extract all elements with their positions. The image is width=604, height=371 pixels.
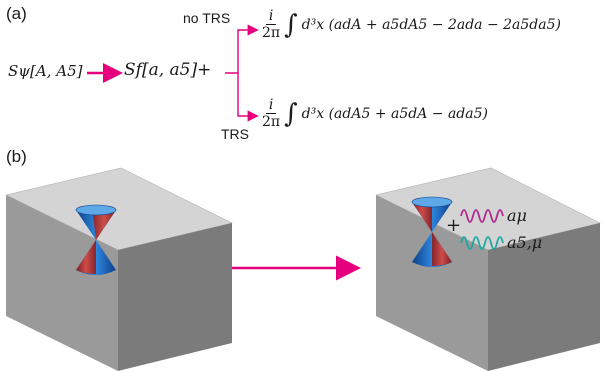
branch-arrow-trs — [237, 73, 259, 122]
formula-trs: i 2π ∫ d³x (adA5 + a5dA − ada5) — [262, 97, 488, 130]
panel-b-illustration: + aμ a5,μ — [5, 167, 601, 371]
panel-a-label: (a) — [6, 4, 27, 23]
dirac-cone-left — [75, 204, 117, 275]
action-s-psi: Sψ[A, A5] — [8, 62, 83, 80]
integral-sign: ∫ — [284, 98, 298, 129]
plus-sign: + — [446, 215, 461, 236]
no-trs-label: no TRS — [183, 10, 231, 26]
gauge-field-wave-a — [460, 209, 504, 223]
right-material-box — [375, 167, 601, 371]
fraction-denominator: 2π — [262, 25, 281, 41]
fraction-numerator: i — [265, 97, 277, 114]
fraction-i-2pi: i 2π — [262, 8, 280, 41]
gauge-field-wave-a5 — [460, 236, 504, 250]
box-left-face — [6, 195, 118, 371]
dirac-cone-right — [411, 196, 453, 267]
box-left-face — [376, 195, 488, 371]
panel-a-arrows — [87, 24, 259, 122]
action-s-f: Sf[a, a5]+ — [124, 60, 212, 80]
expression-no-trs: d³x (adA + a5dA5 − 2ada − 2a5da5) — [301, 16, 561, 33]
expression-trs: d³x (adA5 + a5dA − ada5) — [301, 105, 488, 122]
box-right-face — [488, 223, 600, 371]
panel-b-label: (b) — [6, 147, 27, 166]
fraction-denominator: 2π — [262, 114, 281, 130]
fraction-numerator: i — [265, 8, 277, 25]
formula-no-trs: i 2π ∫ d³x (adA + a5dA5 − 2ada − 2a5da5) — [262, 8, 561, 41]
field-label-a5-mu: a5,μ — [507, 233, 542, 252]
branch-arrow-no-trs — [225, 24, 259, 74]
field-label-a-mu: aμ — [507, 206, 527, 225]
fraction-i-2pi: i 2π — [262, 97, 280, 130]
box-right-face — [118, 223, 232, 371]
trs-label: TRS — [221, 126, 249, 142]
integral-sign: ∫ — [284, 9, 298, 40]
left-material-box — [5, 167, 233, 371]
